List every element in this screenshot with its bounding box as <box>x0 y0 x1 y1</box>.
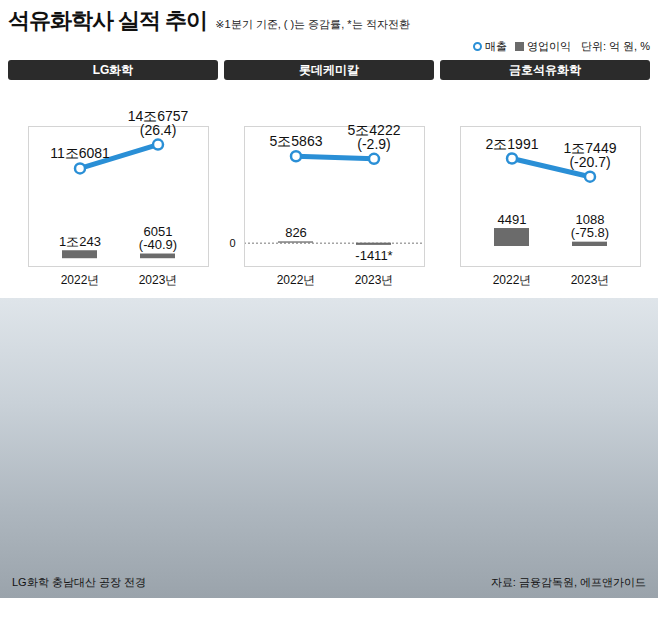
html-text:석유화학사 실적 추이: 석유화학사 실적 추이 <box>8 8 208 33</box>
svg-text:2022년: 2022년 <box>61 273 100 287</box>
svg-text:2023년: 2023년 <box>355 273 394 287</box>
svg-text:826: 826 <box>285 225 307 240</box>
html-text:자료: 금융감독원, 에프앤가이드: 자료: 금융감독원, 에프앤가이드 <box>490 576 646 588</box>
svg-text:11조6081: 11조6081 <box>50 145 110 161</box>
svg-text:2022년: 2022년 <box>277 273 316 287</box>
svg-text:1조243: 1조243 <box>59 234 101 249</box>
svg-text:-1411*: -1411* <box>355 248 392 263</box>
html-text:롯데케미칼: 롯데케미칼 <box>299 63 359 77</box>
svg-text:2022년: 2022년 <box>493 273 532 287</box>
svg-text:2023년: 2023년 <box>571 273 610 287</box>
svg-text:4491: 4491 <box>498 212 527 227</box>
html-text:영업이익: 영업이익 <box>526 39 571 52</box>
html-text:금호석유화학: 금호석유화학 <box>509 63 581 77</box>
svg-text:6051(-40.9): 6051(-40.9) <box>139 224 177 252</box>
svg-text:2023년: 2023년 <box>139 273 178 287</box>
svg-text:14조6757(26.4): 14조6757(26.4) <box>128 108 189 138</box>
svg-text:0: 0 <box>229 237 235 249</box>
svg-text:1088(-75.8): 1088(-75.8) <box>571 212 609 240</box>
html-text:LG화학 충남대산 공장 전경: LG화학 충남대산 공장 전경 <box>12 576 146 588</box>
svg-text:5조4222(-2.9): 5조4222(-2.9) <box>348 122 401 152</box>
html-text:단위: 억 원, %: 단위: 억 원, % <box>580 39 650 52</box>
svg-text:2조1991: 2조1991 <box>486 136 539 152</box>
html-text:※1분기 기준, ( )는 증감률, *는 적자전환: ※1분기 기준, ( )는 증감률, *는 적자전환 <box>215 18 410 30</box>
svg-text:5조5863: 5조5863 <box>270 133 323 149</box>
html-text:LG화학: LG화학 <box>92 63 134 77</box>
svg-text:1조7449(-20.7): 1조7449(-20.7) <box>564 140 617 170</box>
html-text:매출: 매출 <box>484 39 507 52</box>
